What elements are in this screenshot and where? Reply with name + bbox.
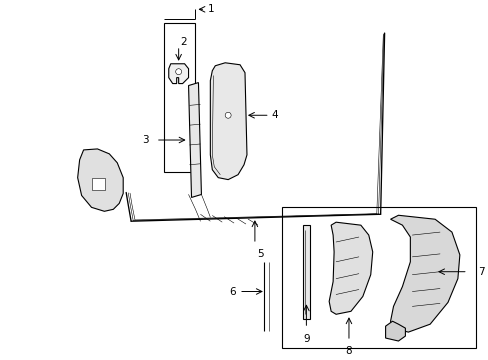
Polygon shape [210, 63, 246, 180]
Polygon shape [188, 82, 201, 197]
Circle shape [225, 112, 231, 118]
Text: 8: 8 [345, 346, 351, 356]
Text: 4: 4 [271, 110, 278, 120]
Text: 3: 3 [142, 135, 149, 145]
Text: 1: 1 [207, 4, 214, 14]
Polygon shape [168, 64, 188, 84]
Bar [281, 207, 475, 348]
Text: 9: 9 [303, 334, 309, 344]
Polygon shape [78, 149, 123, 211]
Text: 7: 7 [477, 267, 483, 277]
Polygon shape [303, 225, 310, 319]
Polygon shape [390, 215, 459, 332]
Bar [91, 177, 105, 189]
Text: 6: 6 [229, 287, 236, 297]
Text: 2: 2 [180, 37, 187, 47]
Circle shape [175, 69, 181, 75]
Polygon shape [163, 23, 195, 172]
Polygon shape [328, 222, 372, 314]
Text: 5: 5 [256, 249, 263, 259]
Polygon shape [385, 321, 405, 341]
